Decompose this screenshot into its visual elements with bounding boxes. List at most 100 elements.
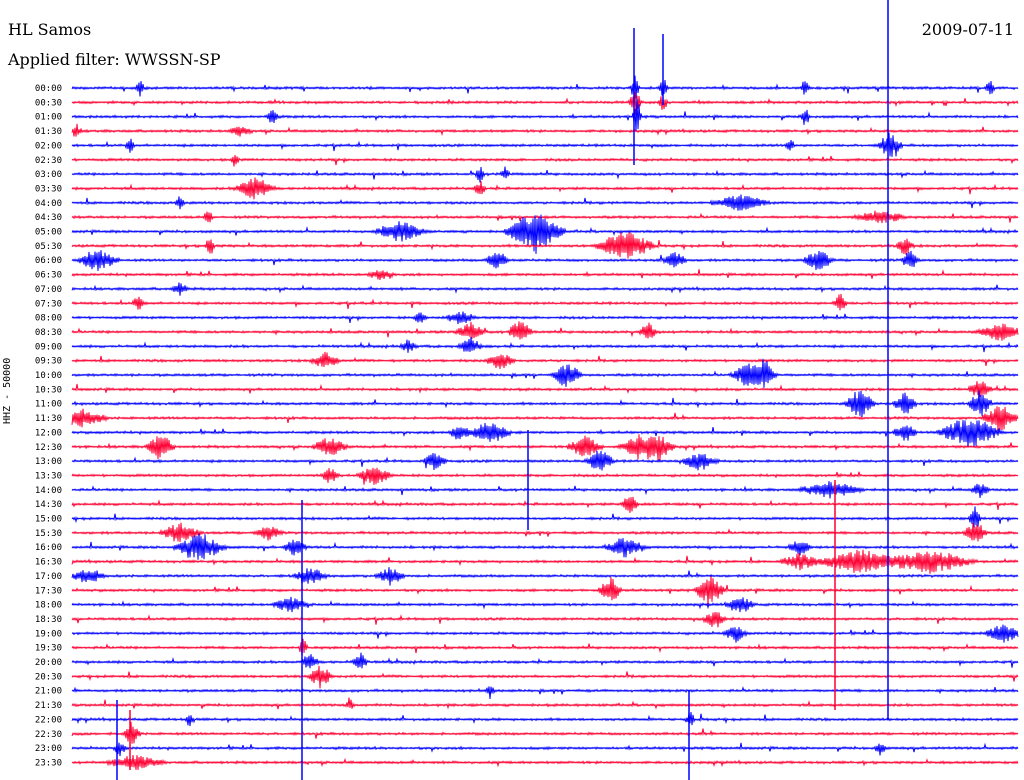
trace-line <box>71 358 1019 388</box>
trace-line <box>71 210 1019 224</box>
trace-line <box>71 282 1019 296</box>
trace-line <box>71 214 1019 254</box>
time-label: 13:00 <box>35 457 62 467</box>
trace-line <box>71 390 1019 418</box>
time-label: 07:30 <box>35 299 62 309</box>
time-label: 18:00 <box>35 601 62 611</box>
trace-line <box>71 293 1019 311</box>
time-label: 12:00 <box>35 428 62 438</box>
trace-line <box>71 549 1019 574</box>
time-label: 21:00 <box>35 687 62 697</box>
trace-line <box>71 612 1019 628</box>
time-label: 05:30 <box>35 242 62 252</box>
time-label: 14:00 <box>35 486 62 496</box>
time-label: 19:30 <box>35 644 62 654</box>
trace-line <box>71 232 1019 259</box>
trace-line <box>71 351 1019 370</box>
time-label: 19:00 <box>35 629 62 639</box>
time-label: 15:00 <box>35 515 62 525</box>
trace-line <box>71 686 1019 699</box>
time-label: 04:30 <box>35 213 62 223</box>
time-label: 11:30 <box>35 414 62 424</box>
time-label: 07:00 <box>35 285 62 295</box>
trace-line <box>71 336 1019 353</box>
time-label: 00:00 <box>35 84 62 94</box>
date-label: 2009-07-11 <box>921 20 1014 39</box>
time-label: 03:30 <box>35 184 62 194</box>
time-label: 22:30 <box>35 730 62 740</box>
trace-line <box>71 711 1019 727</box>
time-label: 03:00 <box>35 170 62 180</box>
trace-line <box>71 576 1019 605</box>
time-label: 06:30 <box>35 271 62 281</box>
time-label: 01:00 <box>35 113 62 123</box>
trace-line <box>71 269 1019 280</box>
trace-line <box>71 75 1019 99</box>
filter-label: Applied filter: WWSSN-SP <box>8 50 221 69</box>
time-label: 21:30 <box>35 701 62 711</box>
time-label: 09:00 <box>35 342 62 352</box>
trace-line <box>71 434 1019 461</box>
trace-line <box>71 92 1019 115</box>
trace-line <box>71 406 1019 431</box>
time-label: 01:30 <box>35 127 62 137</box>
time-label: 16:00 <box>35 543 62 553</box>
trace-line <box>71 467 1019 485</box>
trace-line <box>71 697 1019 710</box>
time-label: 08:00 <box>35 314 62 324</box>
time-label: 14:30 <box>35 500 62 510</box>
time-label: 04:00 <box>35 199 62 209</box>
time-label: 00:30 <box>35 98 62 108</box>
trace-line <box>71 533 1019 560</box>
time-label: 20:30 <box>35 672 62 682</box>
time-label: 09:30 <box>35 357 62 367</box>
time-label: 17:30 <box>35 586 62 596</box>
trace-line <box>71 665 1019 689</box>
plot-header: HL Samos 2009-07-11 Applied filter: WWSS… <box>0 0 1024 80</box>
trace-line <box>71 381 1019 397</box>
time-label: 18:30 <box>35 615 62 625</box>
time-label: 10:30 <box>35 385 62 395</box>
trace-line <box>71 450 1019 471</box>
trace-line <box>71 123 1019 137</box>
time-label: 13:30 <box>35 471 62 481</box>
trace-line <box>71 166 1019 183</box>
station-title: HL Samos <box>8 20 92 39</box>
time-label: 23:00 <box>35 744 62 754</box>
time-label: 08:30 <box>35 328 62 338</box>
trace-line <box>71 321 1019 341</box>
trace-line <box>71 742 1019 757</box>
trace-line <box>71 132 1019 157</box>
trace-line <box>71 420 1019 448</box>
time-label: 02:00 <box>35 141 62 151</box>
trace-line <box>71 506 1019 528</box>
trace-line <box>71 652 1019 669</box>
trace-line <box>71 154 1019 167</box>
trace-line <box>71 638 1019 657</box>
trace-line <box>71 721 1019 744</box>
time-label: 15:30 <box>35 529 62 539</box>
trace-line <box>71 596 1019 613</box>
time-label: 12:30 <box>35 443 62 453</box>
trace-line <box>71 481 1019 499</box>
trace-line <box>71 177 1019 200</box>
time-label: 20:00 <box>35 658 62 668</box>
time-label: 02:30 <box>35 156 62 166</box>
trace-line <box>71 624 1019 643</box>
time-label: 11:00 <box>35 400 62 410</box>
trace-line <box>71 496 1019 513</box>
time-label: 10:00 <box>35 371 62 381</box>
time-label: 22:00 <box>35 715 62 725</box>
time-label: 23:30 <box>35 758 62 768</box>
time-label: 17:00 <box>35 572 62 582</box>
trace-line <box>71 567 1019 586</box>
trace-line <box>71 311 1019 325</box>
time-label: 16:30 <box>35 558 62 568</box>
trace-line <box>71 522 1019 543</box>
trace-line <box>71 194 1019 211</box>
trace-line <box>71 98 1019 132</box>
trace-line <box>71 250 1019 271</box>
time-label: 06:00 <box>35 256 62 266</box>
trace-line <box>71 755 1019 770</box>
